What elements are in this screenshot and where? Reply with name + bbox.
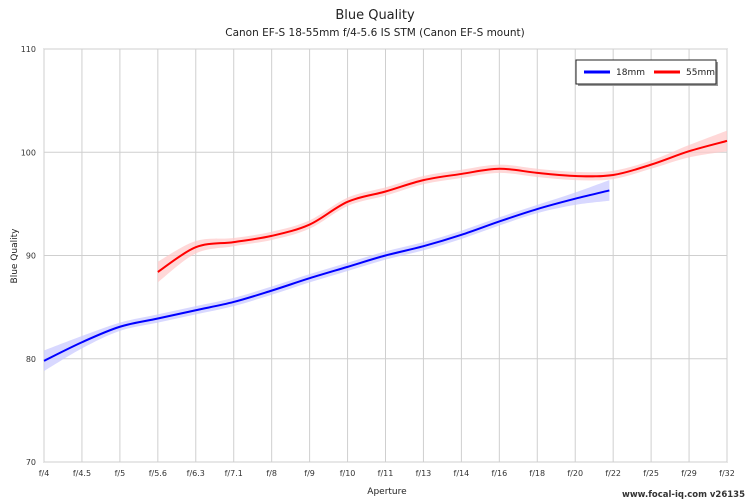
x-tick-label: f/5 bbox=[115, 469, 126, 478]
x-axis-label: Aperture bbox=[367, 487, 407, 497]
legend-label-55mm: 55mm bbox=[686, 68, 715, 78]
x-tick-label: f/8 bbox=[266, 469, 277, 478]
series-line-55mm bbox=[157, 139, 728, 273]
x-tick-label: f/11 bbox=[378, 469, 394, 478]
chart-subtitle: Canon EF-S 18-55mm f/4-5.6 IS STM (Canon… bbox=[225, 27, 525, 39]
x-tick-label: f/7.1 bbox=[225, 469, 243, 478]
x-tick-label: f/16 bbox=[491, 469, 507, 478]
x-tick-label: f/6.3 bbox=[187, 469, 205, 478]
x-tick-label: f/4 bbox=[39, 469, 50, 478]
legend-label-18mm: 18mm bbox=[616, 68, 645, 78]
y-tick-label: 90 bbox=[26, 252, 36, 261]
y-tick-label: 70 bbox=[26, 458, 36, 467]
x-tick-label: f/20 bbox=[567, 469, 583, 478]
x-tick-label: f/25 bbox=[643, 469, 659, 478]
series-band-18mm bbox=[44, 180, 610, 372]
x-tick-label: f/18 bbox=[529, 469, 545, 478]
x-tick-label: f/14 bbox=[454, 469, 470, 478]
x-tick-label: f/32 bbox=[719, 469, 735, 478]
y-axis-label: Blue Quality bbox=[10, 228, 20, 284]
x-tick-label: f/29 bbox=[681, 469, 697, 478]
x-tick-label: f/4.5 bbox=[73, 469, 91, 478]
chart-title: Blue Quality bbox=[335, 8, 415, 23]
y-tick-label: 80 bbox=[26, 355, 36, 364]
y-tick-label: 110 bbox=[21, 45, 36, 54]
watermark: www.focal-iq.com v26135 bbox=[622, 490, 745, 500]
x-tick-label: f/9 bbox=[304, 469, 315, 478]
x-tick-label: f/13 bbox=[416, 469, 432, 478]
x-tick-label: f/10 bbox=[340, 469, 356, 478]
x-tick-label: f/22 bbox=[605, 469, 621, 478]
y-tick-label: 100 bbox=[21, 148, 36, 157]
x-tick-label: f/5.6 bbox=[149, 469, 167, 478]
series-line-18mm bbox=[43, 189, 610, 362]
